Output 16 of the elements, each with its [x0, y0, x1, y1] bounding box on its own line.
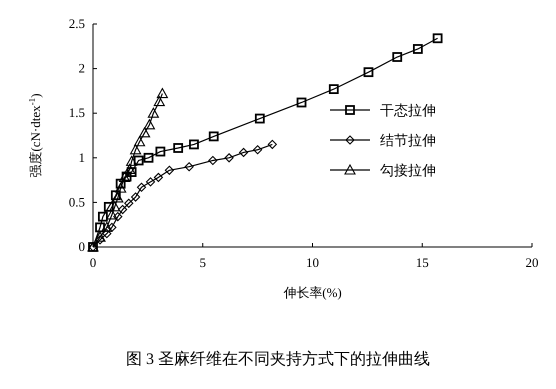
x-axis-title: 伸长率(%): [282, 285, 342, 300]
y-tick-label: 1: [78, 150, 85, 165]
x-tick-label: 15: [416, 255, 429, 270]
y-tick-label: 0.5: [68, 194, 85, 210]
caption: 图 3 圣麻纤维在不同夹持方式下的拉伸曲线: [126, 350, 430, 368]
x-tick-label: 10: [306, 255, 319, 270]
y-tick-label: 2.5: [68, 16, 85, 31]
x-tick-label: 20: [526, 255, 538, 270]
y-tick-label: 1.5: [68, 105, 85, 120]
legend-label: 结节拉伸: [380, 133, 436, 149]
x-tick-label: 5: [200, 255, 206, 270]
y-tick-label: 0: [78, 239, 85, 254]
x-tick-label: 0: [90, 255, 96, 270]
y-tick-label: 2: [78, 60, 85, 76]
legend-label: 勾接拉伸: [380, 163, 436, 179]
legend-label: 干态拉伸: [380, 103, 436, 119]
